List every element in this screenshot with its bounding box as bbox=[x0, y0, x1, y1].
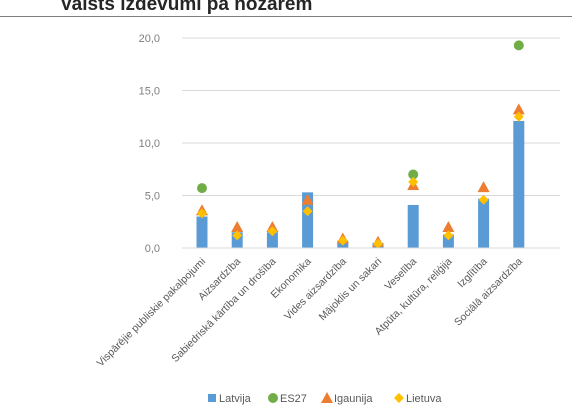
x-category-label: Sociālā aizsardzība bbox=[452, 256, 525, 329]
legend-item-igaunija: Igaunija bbox=[321, 392, 373, 405]
legend-label: Lietuva bbox=[406, 393, 442, 405]
chart-markers bbox=[196, 40, 525, 249]
marker-igaunija bbox=[477, 181, 490, 193]
chart-legend: Latvija ES27 Igaunija Lietuva bbox=[208, 392, 442, 405]
chart-gridlines bbox=[182, 37, 560, 249]
x-category-label: Vides aizsardzība bbox=[282, 256, 349, 323]
bar-latvija bbox=[196, 216, 208, 248]
chart-bars bbox=[196, 120, 525, 248]
marker-lietuva bbox=[232, 230, 243, 241]
y-tick-label: 0,0 bbox=[145, 243, 160, 255]
legend-item-latvija: Latvija bbox=[208, 393, 252, 405]
legend-marker-square bbox=[208, 394, 216, 402]
bar-latvija bbox=[407, 204, 419, 248]
bar-latvija bbox=[266, 232, 278, 248]
marker-igaunija bbox=[301, 193, 314, 205]
y-tick-label: 20,0 bbox=[139, 33, 160, 45]
legend-label: ES27 bbox=[280, 393, 307, 405]
x-category-label: Mājoklis un sakari bbox=[317, 256, 384, 323]
y-tick-label: 10,0 bbox=[139, 138, 160, 150]
marker-lietuva bbox=[513, 111, 524, 122]
marker-lietuva bbox=[197, 208, 207, 219]
legend-label: Latvija bbox=[219, 393, 252, 405]
x-category-label: Izglītība bbox=[455, 256, 490, 291]
bar-latvija bbox=[513, 120, 525, 248]
legend-label: Igaunija bbox=[334, 393, 373, 405]
y-tick-label: 15,0 bbox=[139, 86, 160, 98]
marker-es27 bbox=[513, 40, 524, 51]
marker-igaunija bbox=[512, 103, 525, 115]
chart-x-axis: Vispārējie publiskie pakalpojumiAizsardz… bbox=[95, 247, 560, 370]
legend-item-lietuva: Lietuva bbox=[394, 393, 442, 405]
x-category-label: Vispārējie publiskie pakalpojumi bbox=[95, 256, 209, 370]
legend-marker-diamond bbox=[394, 393, 404, 403]
page-title: Valsts izdevumi pa nozarēm bbox=[60, 0, 313, 15]
marker-es27 bbox=[408, 169, 419, 180]
y-tick-label: 5,0 bbox=[145, 191, 160, 203]
legend-item-es27: ES27 bbox=[268, 393, 307, 405]
marker-lietuva bbox=[443, 230, 454, 241]
marker-igaunija bbox=[442, 221, 455, 232]
title-divider bbox=[0, 16, 572, 17]
marker-es27 bbox=[197, 183, 207, 194]
chart-y-axis: 0,0 5,0 10,0 15,0 20,0 bbox=[139, 33, 160, 255]
marker-lietuva bbox=[267, 226, 278, 237]
bar-latvija bbox=[478, 198, 490, 248]
bar-latvija bbox=[302, 192, 314, 248]
legend-marker-circle bbox=[268, 393, 278, 403]
marker-lietuva bbox=[408, 176, 419, 187]
marker-lietuva bbox=[373, 238, 383, 249]
bar-latvija bbox=[442, 234, 454, 248]
marker-lietuva bbox=[337, 235, 348, 246]
marker-lietuva bbox=[302, 206, 313, 217]
marker-igaunija bbox=[231, 221, 244, 232]
legend-marker-triangle bbox=[321, 392, 333, 403]
marker-lietuva bbox=[478, 194, 489, 205]
